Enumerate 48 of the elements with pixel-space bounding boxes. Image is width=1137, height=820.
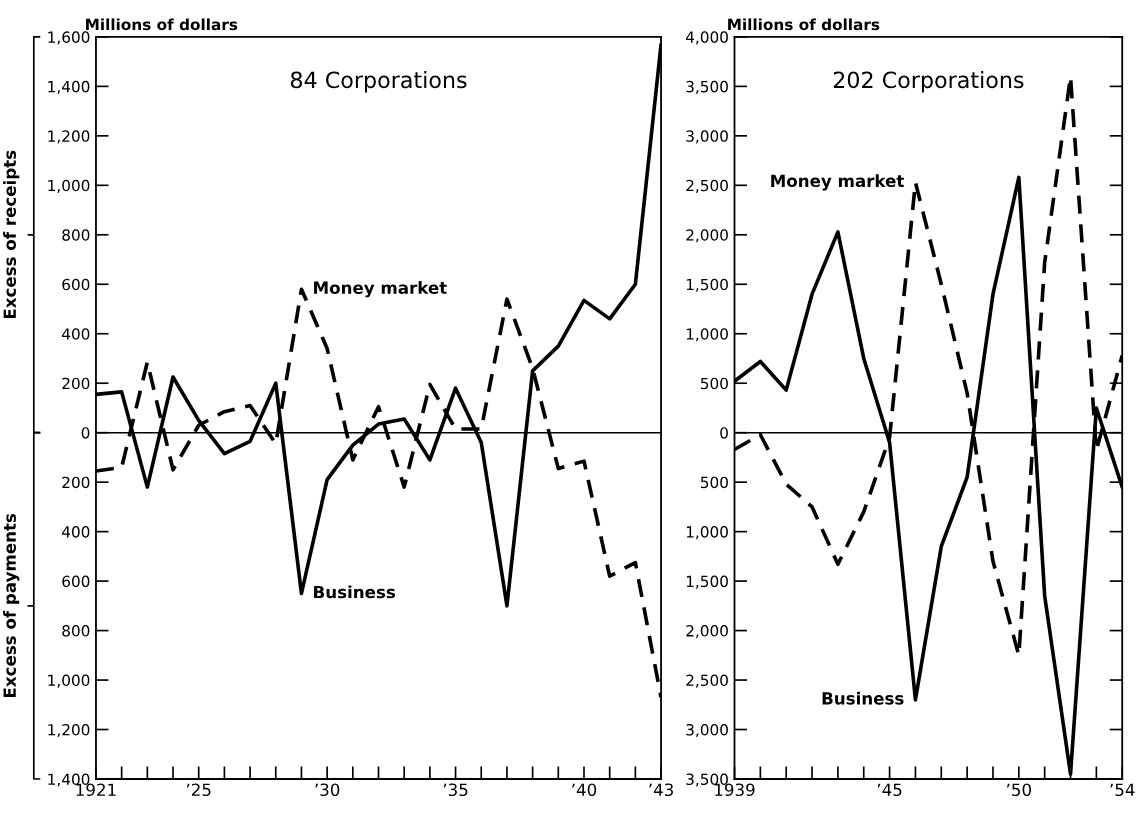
y-tick-label: 200 (62, 377, 90, 390)
x-tick-label: ’35 (443, 783, 468, 797)
y-tick-label: 1,200 (48, 130, 90, 144)
y-tick-label: 600 (62, 575, 90, 588)
y-axis-title: Millions of dollars (728, 18, 880, 31)
y-tick-label: 1,000 (686, 526, 728, 540)
x-tick-label: ’25 (186, 783, 211, 797)
y-tick-label: 0 (720, 427, 728, 439)
y-tick-label: 1,000 (48, 674, 90, 688)
x-tick-label: ’45 (877, 783, 902, 797)
y-tick-label: 800 (62, 625, 90, 637)
y-tick-label: 3,500 (686, 80, 728, 94)
y-tick-label: 1,400 (48, 80, 90, 94)
y-tick-label: 400 (61, 328, 90, 340)
text: Excess of payments (3, 513, 20, 698)
series-label: Business (314, 585, 395, 599)
x-tick-label: ’43 (649, 783, 673, 797)
text: 202 Corporations (833, 71, 1024, 93)
x-tick-label: ’54 (1110, 783, 1135, 797)
x-tick-label: ’30 (315, 783, 340, 797)
y-tick-label: 0 (81, 427, 90, 439)
x-tick-label: ’40 (572, 783, 597, 797)
y-tick-label: 2,000 (686, 229, 728, 243)
y-tick-label: 3,000 (686, 723, 728, 738)
y-tick-label: 500 (700, 377, 728, 390)
y-tick-label: 600 (62, 278, 90, 291)
y-tick-label: 1,600 (48, 31, 90, 45)
y-tick-label: 1,200 (48, 723, 90, 738)
text: Excess of receipts (3, 150, 20, 319)
y-tick-label: 1,000 (48, 179, 90, 193)
y-axis-title: Millions of dollars (86, 18, 238, 31)
series-label: Money market (771, 174, 904, 191)
y-tick-label: 500 (700, 476, 728, 489)
series-label: Business (822, 691, 904, 705)
x-tick-label: ’50 (1007, 783, 1031, 797)
y-tick-label: 2,000 (686, 625, 728, 639)
text: 84 Corporations (290, 71, 467, 93)
series-label: Money market (314, 281, 447, 298)
y-tick-label: 1,500 (686, 575, 728, 589)
y-tick-label: 800 (62, 229, 90, 241)
y-tick-label: 2,500 (686, 674, 728, 688)
y-tick-label: 2,500 (686, 179, 728, 193)
y-tick-label: 1,000 (686, 328, 728, 342)
y-tick-label: 400 (61, 526, 90, 538)
y-tick-label: 3,000 (686, 130, 728, 144)
y-tick-label: 200 (62, 476, 90, 489)
y-tick-label: 1,500 (686, 278, 728, 292)
y-tick-label: 4,000 (685, 31, 728, 45)
